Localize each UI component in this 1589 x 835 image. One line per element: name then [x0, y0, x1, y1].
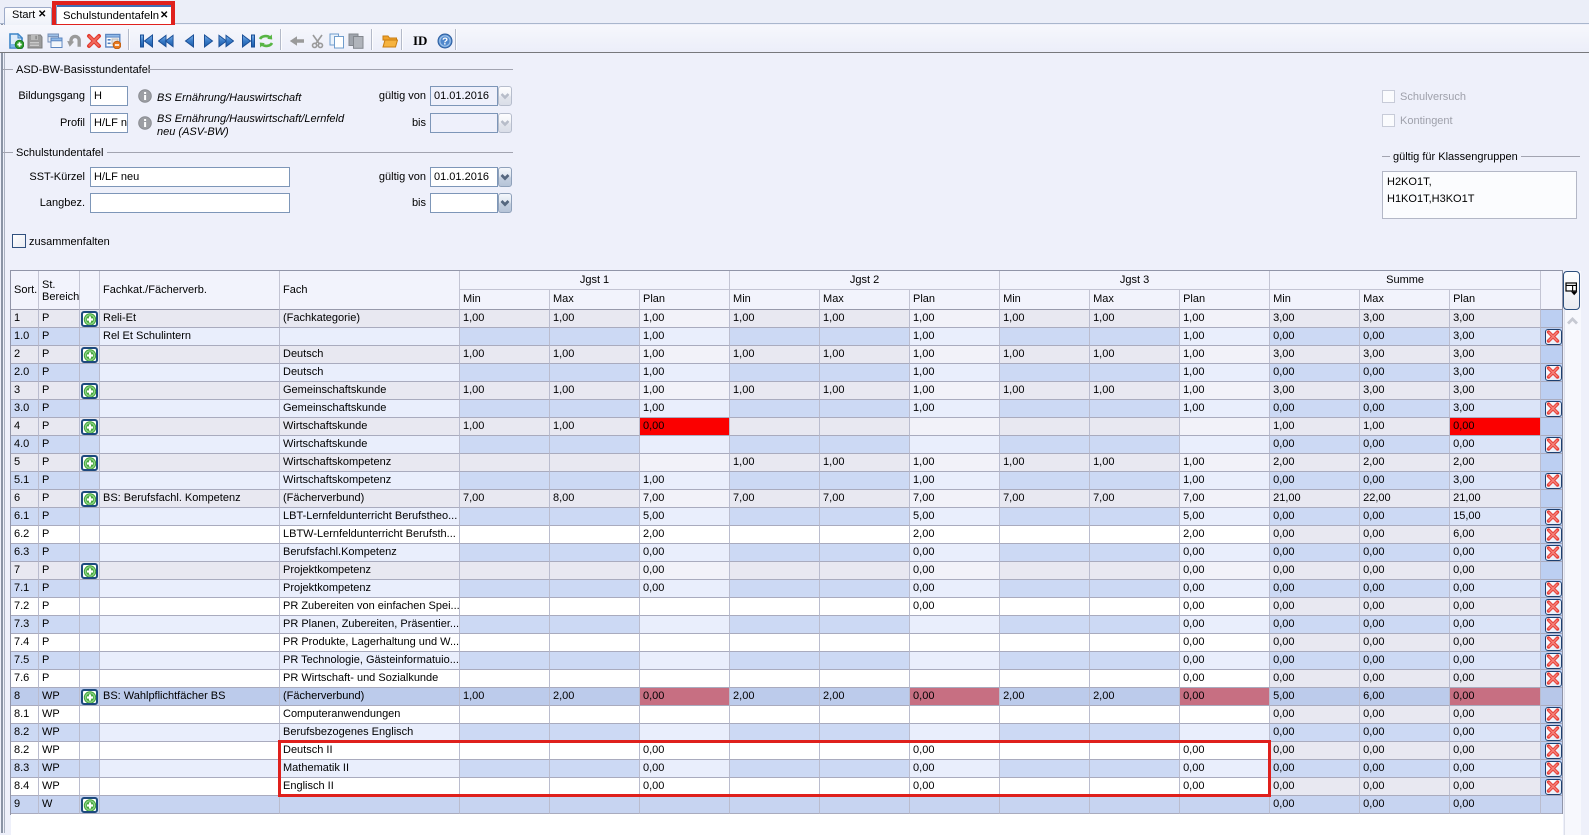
svg-text:?: ?: [442, 37, 448, 48]
